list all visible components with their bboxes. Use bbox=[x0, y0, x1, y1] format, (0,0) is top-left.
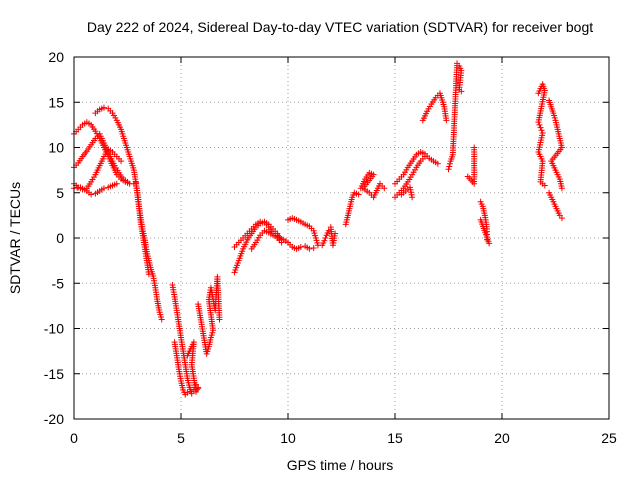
y-tick-label: 0 bbox=[56, 230, 64, 246]
x-tick-label: 5 bbox=[177, 430, 185, 446]
x-tick-label: 10 bbox=[280, 430, 296, 446]
grid-lines bbox=[74, 57, 609, 419]
y-tick-label: -10 bbox=[44, 321, 64, 337]
data-point bbox=[537, 124, 544, 131]
x-tick-labels: 0 5 10 15 20 25 bbox=[70, 430, 617, 446]
data-point bbox=[458, 88, 465, 95]
data-point bbox=[443, 117, 450, 124]
x-axis-label: GPS time / hours bbox=[287, 457, 394, 473]
data-points bbox=[71, 60, 565, 398]
data-point bbox=[535, 119, 542, 126]
data-point bbox=[322, 235, 329, 241]
data-point bbox=[297, 244, 304, 251]
data-point bbox=[434, 160, 441, 167]
y-tick-label: 5 bbox=[56, 185, 64, 201]
chart-title: Day 222 of 2024, Sidereal Day-to-day VTE… bbox=[87, 19, 593, 35]
data-point bbox=[306, 245, 313, 252]
data-point bbox=[216, 316, 223, 323]
data-point bbox=[355, 191, 362, 198]
x-tick-label: 15 bbox=[387, 430, 403, 446]
data-point bbox=[310, 244, 317, 251]
y-tick-labels: -20 -15 -10 -5 0 5 10 15 20 bbox=[44, 49, 64, 427]
y-tick-label: -20 bbox=[44, 411, 64, 427]
data-point bbox=[88, 191, 95, 198]
data-point bbox=[477, 216, 484, 223]
y-tick-label: -5 bbox=[52, 275, 65, 291]
data-point bbox=[409, 194, 416, 201]
data-point bbox=[445, 166, 452, 173]
data-point bbox=[118, 158, 125, 165]
data-point bbox=[195, 384, 202, 391]
y-tick-label: 15 bbox=[48, 94, 64, 110]
data-point bbox=[558, 215, 565, 222]
data-point bbox=[446, 163, 453, 170]
data-point bbox=[421, 153, 428, 160]
data-point bbox=[100, 185, 107, 192]
data-point bbox=[184, 389, 191, 396]
data-point bbox=[464, 173, 471, 180]
data-point bbox=[257, 218, 264, 225]
data-point bbox=[538, 127, 545, 134]
data-point bbox=[541, 182, 548, 189]
data-point bbox=[381, 185, 388, 192]
x-tick-label: 25 bbox=[601, 430, 617, 446]
y-axis-label: SDTVAR / TECUs bbox=[7, 182, 23, 294]
data-point bbox=[536, 121, 543, 128]
data-point bbox=[332, 230, 339, 237]
data-point bbox=[100, 104, 107, 111]
plot-frame bbox=[73, 56, 610, 420]
x-tick-label: 20 bbox=[494, 430, 510, 446]
y-tick-label: -15 bbox=[44, 366, 64, 382]
data-point bbox=[113, 180, 120, 187]
data-point bbox=[158, 316, 165, 323]
x-tick-label: 0 bbox=[70, 430, 78, 446]
data-point bbox=[321, 237, 328, 244]
data-point bbox=[558, 185, 565, 192]
y-tick-label: 20 bbox=[48, 49, 64, 65]
y-tick-label: 10 bbox=[48, 140, 64, 156]
data-point bbox=[446, 160, 453, 167]
data-point bbox=[124, 178, 131, 185]
data-point bbox=[188, 390, 195, 397]
